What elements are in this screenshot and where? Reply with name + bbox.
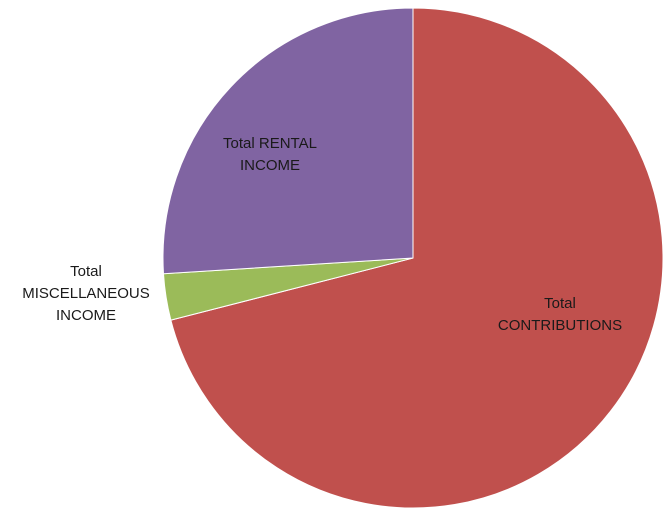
pie-slice-label-3: Total RENTAL INCOME [223,135,317,174]
pie-slice-label-2: Total MISCELLANEOUS INCOME [22,263,150,324]
pie-slices [162,7,664,508]
pie-slice-label-line: Total [544,295,576,312]
pie-slice-3 [162,7,414,275]
pie-slice-label-line: INCOME [56,307,116,324]
pie-labels: Total CONTRIBUTIONS Total MISCELLANEOUS INCO… [22,135,622,334]
pie-slice-label-line: CONTRIBUTIONS [498,317,622,334]
pie-slice-label-line: MISCELLANEOUS [22,285,150,302]
pie-slice-label-line: INCOME [240,157,300,174]
pie-slice-label-1: Total CONTRIBUTIONS [498,295,622,334]
pie-slice-label-line: Total [70,263,102,280]
pie-slice-label-line: Total RENTAL [223,135,317,152]
pie-slice-1 [170,7,664,508]
